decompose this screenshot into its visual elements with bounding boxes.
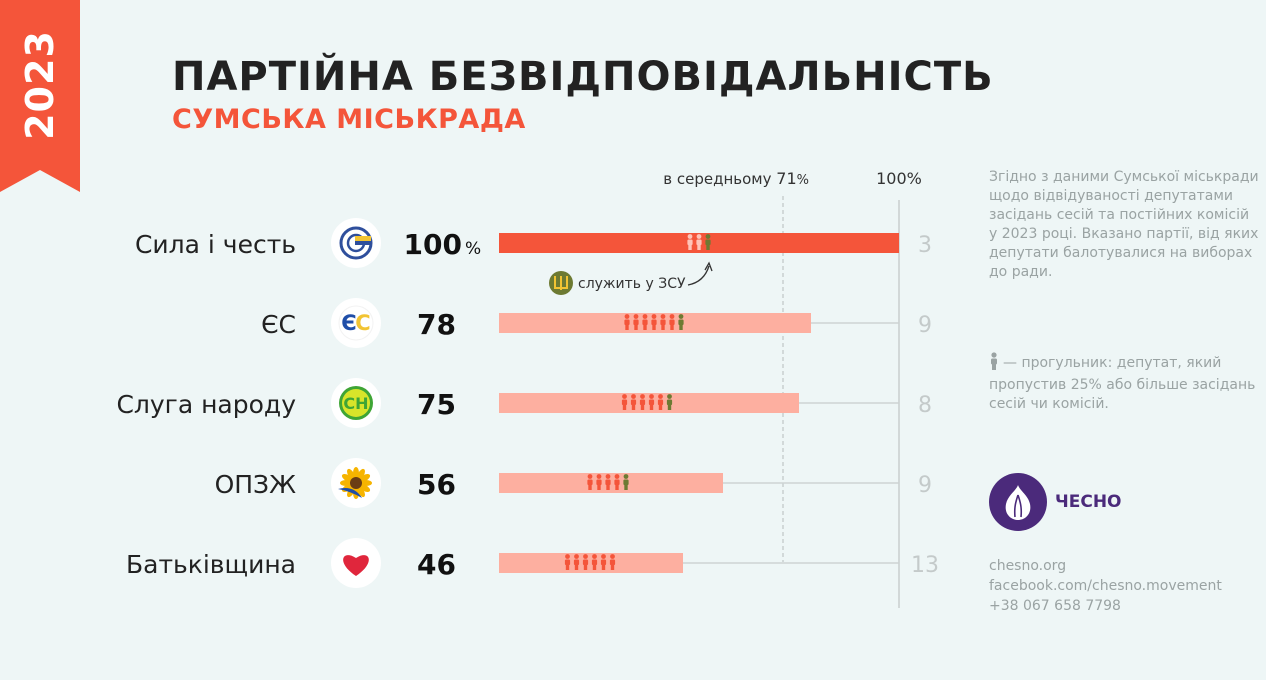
person-icon (989, 352, 999, 376)
garlic-icon (989, 473, 1047, 531)
category-label: ОПЗЖ (215, 470, 297, 499)
category-label: Сила і честь (135, 230, 296, 259)
contacts: chesno.org facebook.com/chesno.movement … (989, 556, 1222, 616)
opzzh-logo-icon (331, 458, 381, 508)
sluha-narodu-logo-icon: СН (331, 378, 381, 428)
annotation-label: служить у ЗСУ (578, 276, 686, 292)
absentee-figures (624, 314, 684, 330)
value-label: 56 (417, 468, 456, 501)
value-label: 100 (404, 228, 462, 261)
contact-facebook[interactable]: facebook.com/chesno.movement (989, 578, 1222, 594)
total-deputies: 13 (911, 553, 939, 578)
total-deputies: 3 (918, 233, 932, 258)
bar-row-4: Батьківщина 46 13 (126, 538, 939, 588)
contact-phone[interactable]: +38 067 658 7798 (989, 598, 1121, 614)
category-label: ЄС (261, 310, 296, 339)
contact-website[interactable]: chesno.org (989, 558, 1067, 574)
value-label: 46 (417, 548, 456, 581)
unit-label: % (465, 239, 481, 259)
svg-text:С: С (355, 311, 370, 335)
absentee-legend-text: — прогульник: депутат, який пропустив 25… (989, 355, 1256, 412)
svg-text:СН: СН (343, 394, 368, 413)
absentee-figures (687, 234, 711, 250)
source-note: Згідно з даними Сумської міськради щодо … (989, 169, 1259, 280)
bar-row-3: ОПЗЖ 56 9 (215, 458, 932, 508)
bar (499, 473, 723, 493)
average-label: в середньому 71% (663, 169, 809, 188)
value-label: 75 (417, 388, 456, 421)
value-label: 78 (417, 308, 456, 341)
max-label: 100% (876, 169, 922, 188)
total-deputies: 8 (918, 393, 932, 418)
absentee-figures (587, 474, 629, 490)
bar (499, 553, 683, 573)
total-deputies: 9 (918, 473, 932, 498)
absentee-figures (621, 394, 673, 410)
category-label: Слуга народу (116, 390, 296, 419)
bar-row-2: Слуга народу СН 75 8 (116, 378, 932, 428)
page-subtitle: СУМСЬКА МІСЬКРАДА (172, 104, 526, 135)
annotation-arrow (687, 265, 710, 286)
es-logo-icon: ЄС (331, 298, 381, 348)
brand-name: ЧЕСНО (1055, 492, 1122, 512)
sila-i-chest-logo-icon (331, 218, 381, 268)
total-deputies: 9 (918, 313, 932, 338)
absentee-figures (564, 554, 616, 570)
page-title: ПАРТІЙНА БЕЗВІДПОВІДАЛЬНІСТЬ (172, 54, 994, 100)
category-label: Батьківщина (126, 550, 296, 579)
attendance-chart: в середньому 71% 100%Сила і честь 100% 3ЄС Є… (116, 169, 939, 608)
batkivshchyna-logo-icon (331, 538, 381, 588)
chesno-logo[interactable]: ЧЕСНО (989, 473, 1122, 531)
bar-row-1: ЄС ЄС 78 9 (261, 298, 932, 348)
year-ribbon: 2023 (0, 0, 80, 192)
military-annotation: служить у ЗСУ (549, 261, 713, 295)
absentee-legend: — прогульник: депутат, який пропустив 25… (989, 352, 1259, 414)
svg-text:Є: Є (341, 311, 356, 335)
bar-row-0: Сила і честь 100% 3 (135, 218, 932, 268)
